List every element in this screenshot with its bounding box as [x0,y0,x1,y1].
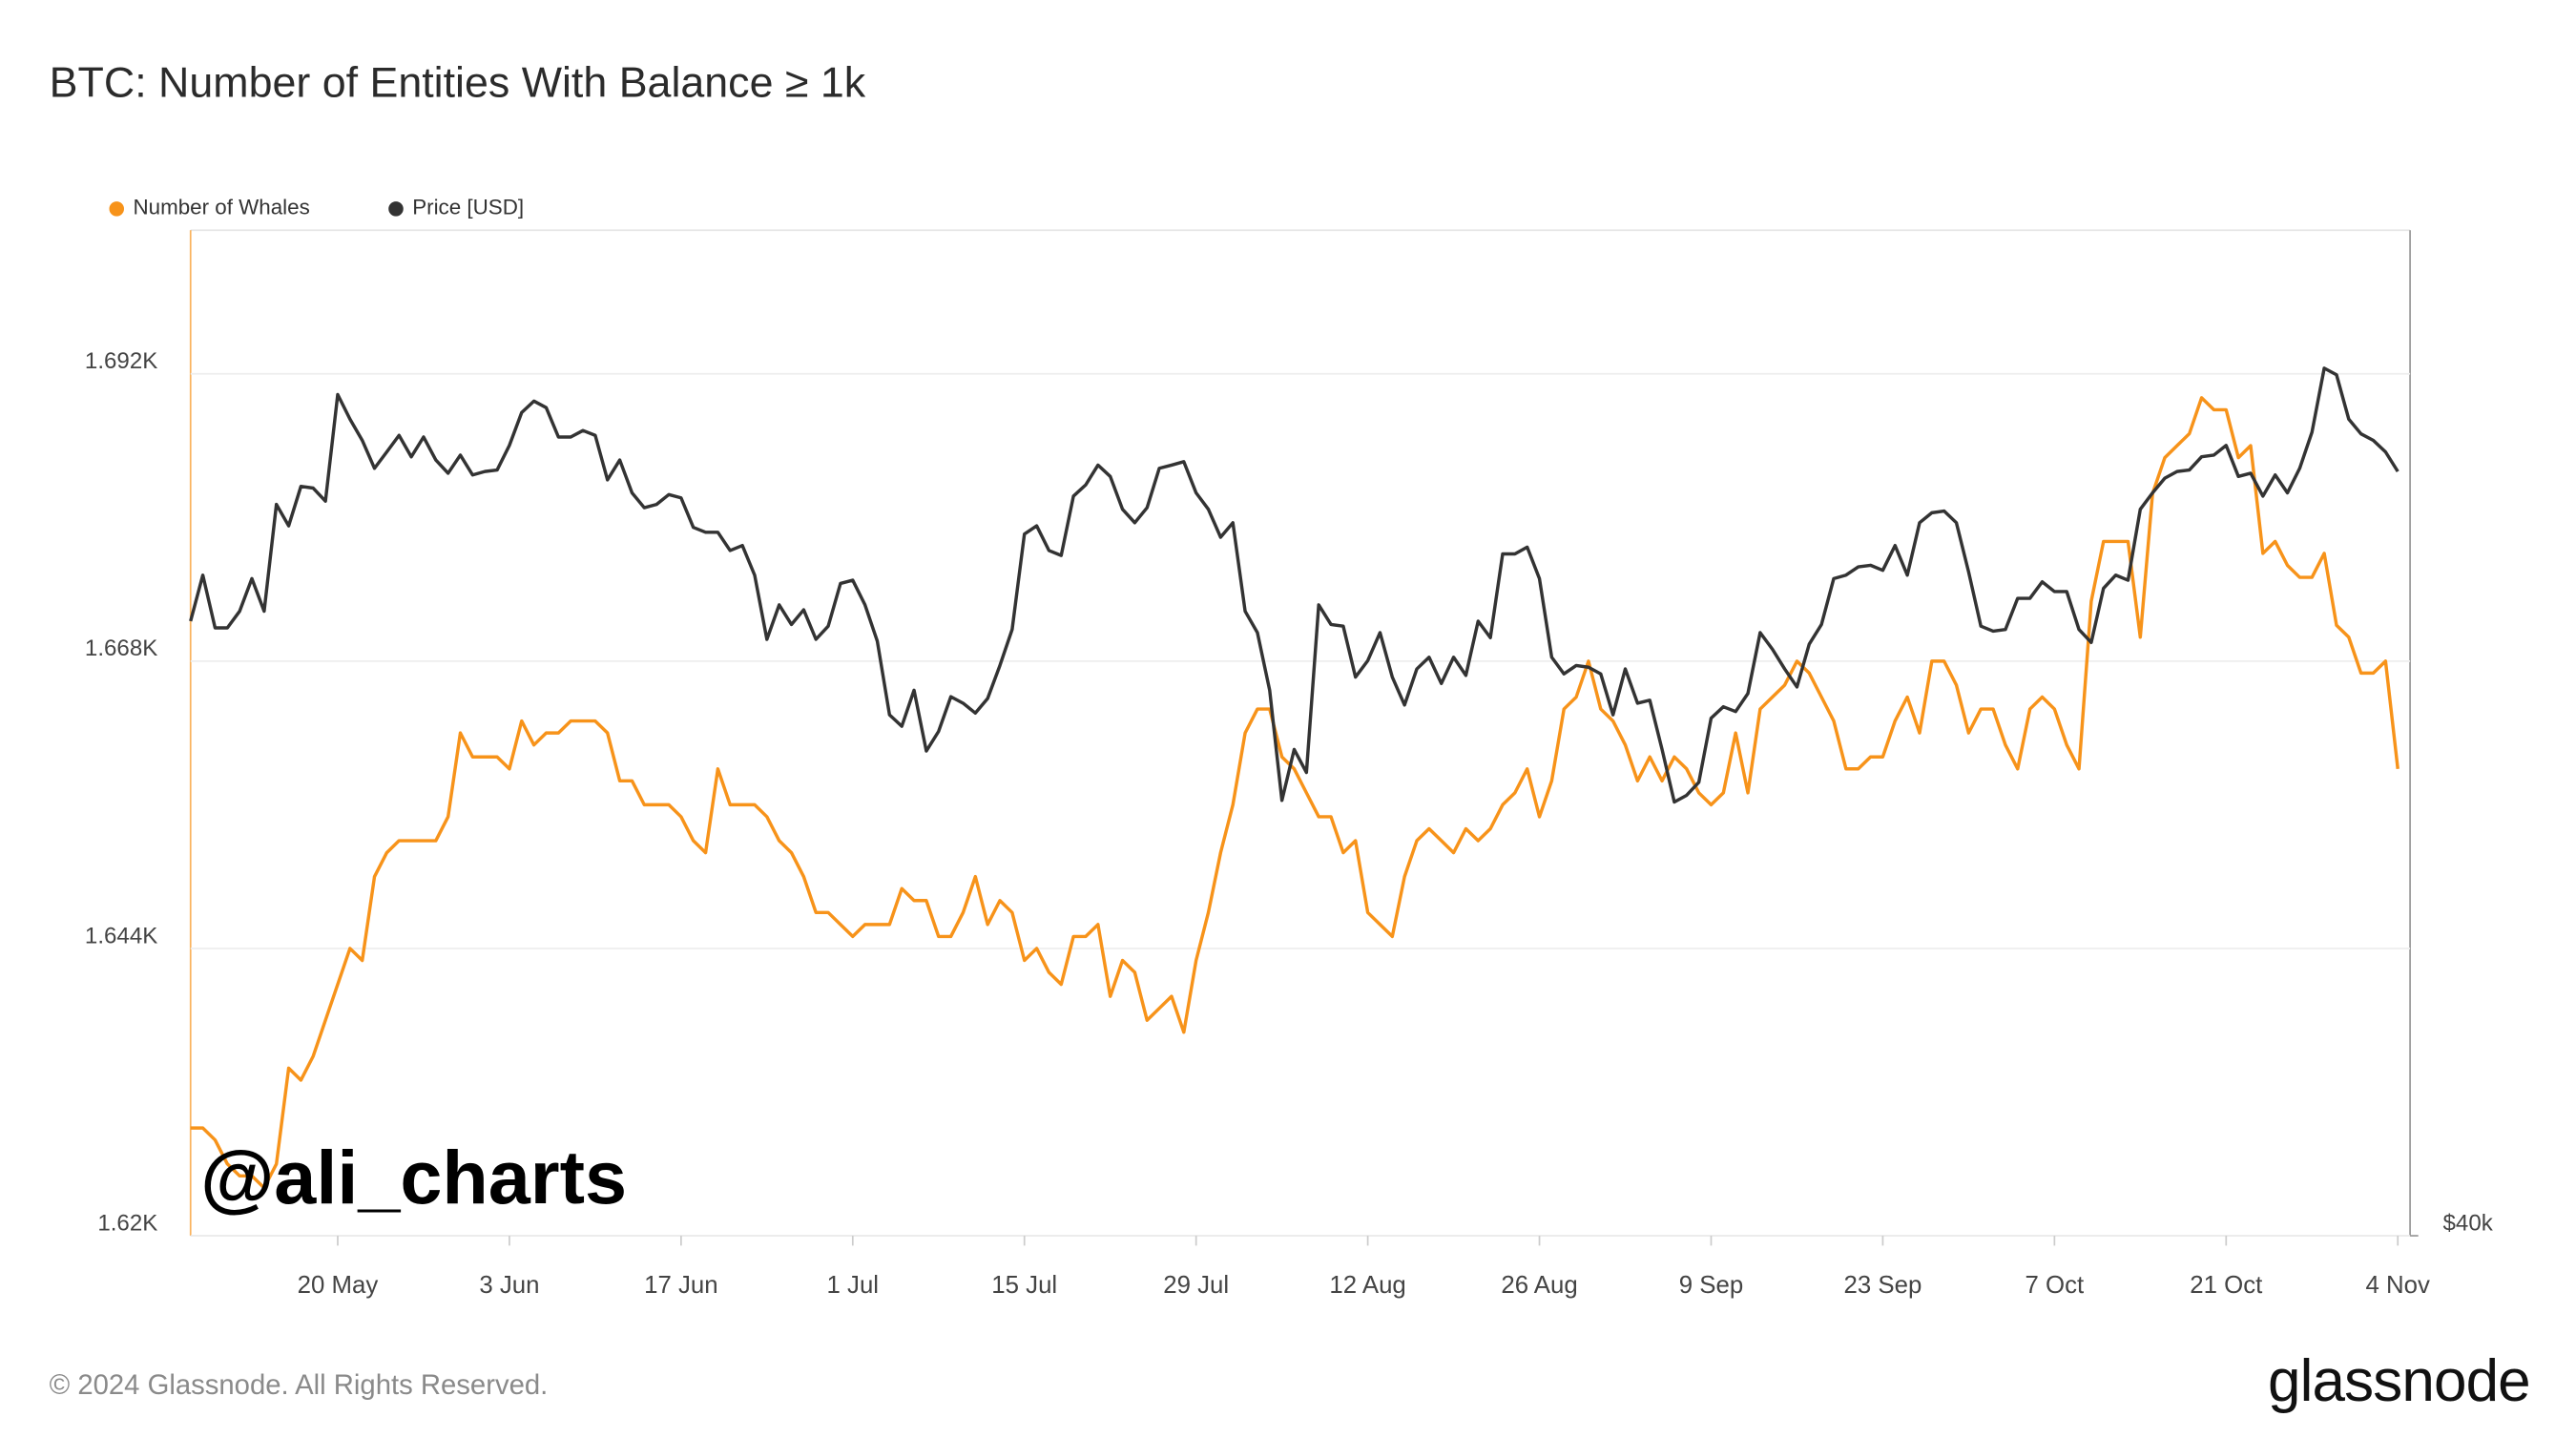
footer: © 2024 Glassnode. All Rights Reserved. [50,1370,549,1401]
legend-marker [388,201,404,217]
x-tick-label: 7 Oct [2025,1272,2085,1299]
y2-tick-label: $40k [2443,1210,2494,1236]
x-tick-label: 29 Jul [1163,1272,1229,1299]
series-line [189,366,2399,804]
logo: glassnode [2268,1348,2530,1414]
x-tick-label: 12 Aug [1329,1272,1405,1299]
x-tick-label: 20 May [298,1272,379,1299]
x-tick-label: 23 Sep [1844,1272,1922,1299]
x-tick-label: 1 Jul [827,1272,880,1299]
y-tick-label: 1.692K [85,348,157,374]
x-tick-label: 4 Nov [2366,1272,2431,1299]
y-tick-label: 1.62K [97,1210,157,1236]
x-tick-label: 3 Jun [479,1272,539,1299]
legend-label: Price [USD] [412,196,524,219]
watermark: @ali_charts [200,1135,627,1219]
legend-marker [109,201,125,217]
series-line [190,396,2399,1190]
y-tick-label: 1.668K [85,636,157,661]
chart-title: BTC: Number of Entities With Balance ≥ 1… [50,59,866,107]
x-tick-label: 17 Jun [644,1272,718,1299]
legend-label: Number of Whales [133,196,309,219]
plot-area: 1.62K 1.644K 1.668K 1.692K $40k 20 May 3 Jun 17… [85,229,2494,1299]
y-tick-label: 1.644K [85,923,157,948]
x-tick-label: 26 Aug [1501,1272,1577,1299]
x-tick-label: 21 Oct [2190,1272,2262,1299]
x-tick-label: 9 Sep [1679,1272,1743,1299]
x-tick-label: 15 Jul [991,1272,1057,1299]
